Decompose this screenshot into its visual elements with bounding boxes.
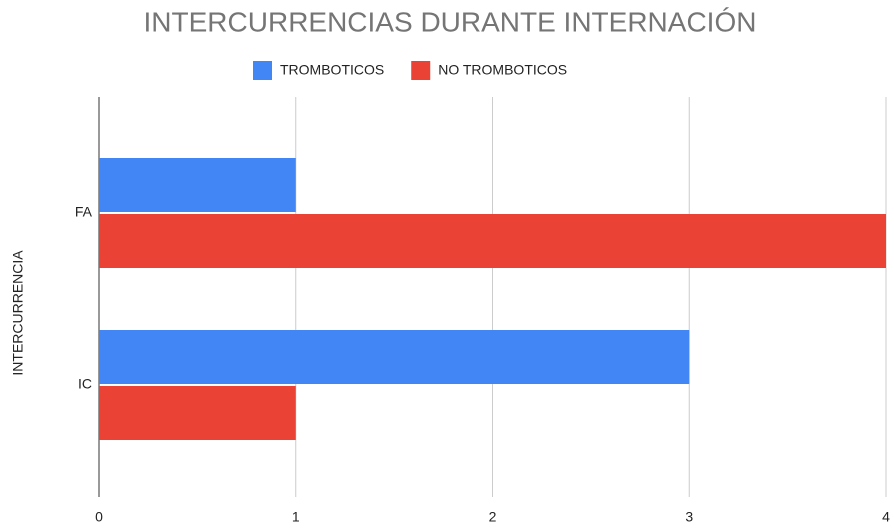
y-tick-label: FA bbox=[75, 204, 93, 220]
x-tick-label: 0 bbox=[95, 509, 103, 525]
bar bbox=[99, 386, 296, 440]
x-tick-label: 1 bbox=[292, 509, 300, 525]
x-tick-label: 4 bbox=[882, 509, 890, 525]
y-tick-label: IC bbox=[78, 376, 92, 392]
chart-title: INTERCURRENCIAS DURANTE INTERNACIÓN bbox=[144, 6, 757, 37]
x-tick-label: 2 bbox=[489, 509, 497, 525]
legend-label: NO TROMBOTICOS bbox=[438, 62, 567, 78]
legend-label: TROMBOTICOS bbox=[280, 62, 384, 78]
x-tick-label: 3 bbox=[685, 509, 693, 525]
y-axis-label: INTERCURRENCIA bbox=[10, 250, 26, 376]
bar bbox=[99, 214, 886, 268]
bar bbox=[99, 158, 296, 212]
legend-swatch bbox=[411, 61, 431, 80]
legend-swatch bbox=[253, 61, 272, 80]
bar bbox=[99, 330, 690, 384]
